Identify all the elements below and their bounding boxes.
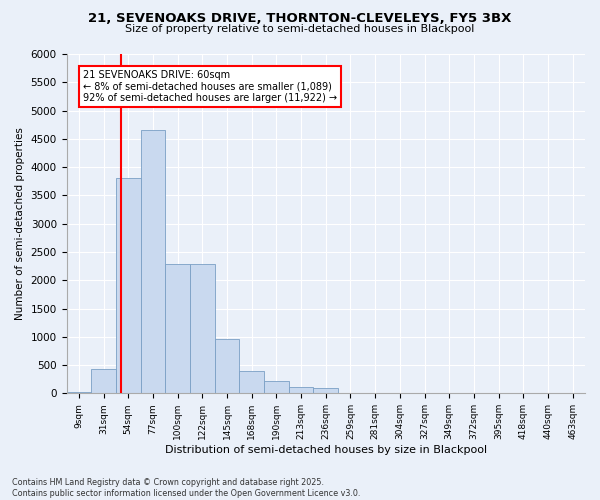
Bar xyxy=(190,264,215,394)
Bar xyxy=(91,369,116,394)
Bar xyxy=(116,178,140,394)
Bar xyxy=(239,370,264,394)
Bar xyxy=(140,130,165,394)
Bar xyxy=(67,392,91,394)
Bar xyxy=(313,388,338,394)
Text: 21, SEVENOAKS DRIVE, THORNTON-CLEVELEYS, FY5 3BX: 21, SEVENOAKS DRIVE, THORNTON-CLEVELEYS,… xyxy=(88,12,512,26)
Bar xyxy=(289,387,313,394)
Text: Contains HM Land Registry data © Crown copyright and database right 2025.
Contai: Contains HM Land Registry data © Crown c… xyxy=(12,478,361,498)
Bar xyxy=(264,382,289,394)
Text: 21 SEVENOAKS DRIVE: 60sqm
← 8% of semi-detached houses are smaller (1,089)
92% o: 21 SEVENOAKS DRIVE: 60sqm ← 8% of semi-d… xyxy=(83,70,337,103)
Bar xyxy=(215,339,239,394)
Text: Size of property relative to semi-detached houses in Blackpool: Size of property relative to semi-detach… xyxy=(125,24,475,34)
X-axis label: Distribution of semi-detached houses by size in Blackpool: Distribution of semi-detached houses by … xyxy=(165,445,487,455)
Y-axis label: Number of semi-detached properties: Number of semi-detached properties xyxy=(15,127,25,320)
Bar xyxy=(165,264,190,394)
